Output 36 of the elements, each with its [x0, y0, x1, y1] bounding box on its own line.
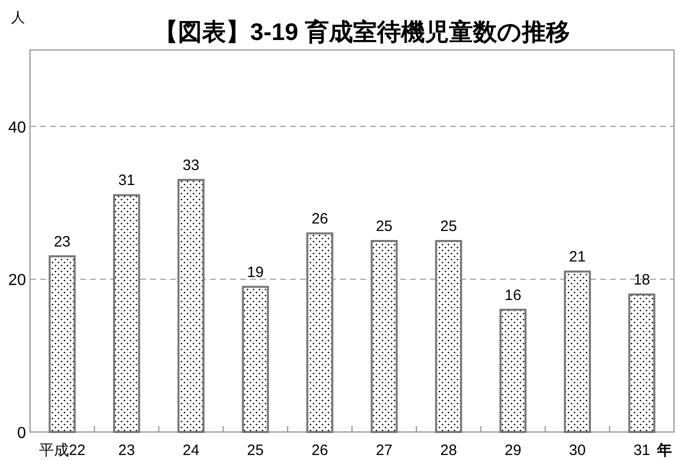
y-tick-label: 20 [8, 272, 26, 290]
y-tick-label: 0 [17, 425, 26, 442]
x-tick-label: 31 [633, 442, 650, 459]
data-label: 26 [311, 210, 328, 228]
x-tick-label: 30 [569, 442, 586, 459]
y-tick-label: 40 [8, 119, 26, 136]
bar [48, 255, 76, 433]
bar [242, 286, 269, 433]
x-tick-label: 25 [247, 442, 264, 459]
data-label: 25 [376, 218, 393, 235]
x-tick-label: 26 [311, 442, 328, 459]
bar [564, 270, 591, 433]
x-tick-label: 平成22 [38, 442, 86, 459]
bar [370, 240, 398, 433]
data-label: 21 [569, 248, 586, 266]
data-label: 16 [504, 286, 522, 304]
y-axis-title: 人 [11, 9, 25, 25]
bar [306, 232, 334, 433]
data-label: 18 [633, 271, 650, 288]
chart-title: 【図表】3-19 育成室待機児童数の推移 [154, 18, 570, 46]
x-tick-label: 27 [376, 442, 393, 459]
x-tick-label: 23 [118, 442, 135, 459]
bar [435, 240, 462, 433]
data-label: 33 [182, 156, 200, 174]
data-label: 23 [54, 233, 71, 250]
bar [500, 308, 526, 433]
data-label: 19 [247, 264, 264, 281]
x-axis-title: 年 [656, 442, 672, 459]
data-label: 25 [440, 218, 457, 235]
data-label: 31 [118, 172, 135, 190]
bar [178, 178, 204, 433]
bar [113, 194, 140, 433]
x-tick-label: 24 [182, 442, 200, 459]
bar [628, 293, 656, 433]
x-tick-label: 28 [440, 442, 457, 459]
x-tick-label: 29 [504, 442, 522, 459]
